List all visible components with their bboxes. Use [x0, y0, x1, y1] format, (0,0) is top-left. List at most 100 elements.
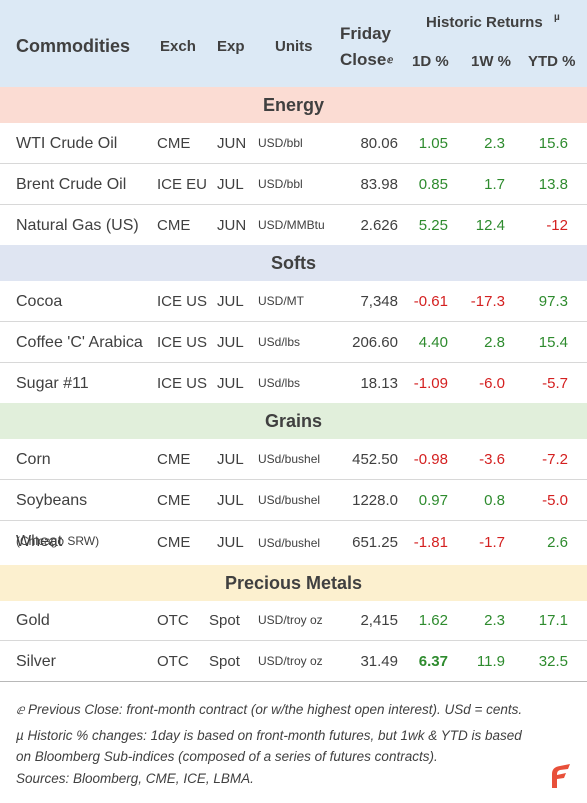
return-1d: 1.62	[418, 612, 448, 629]
expiry: JUL	[217, 375, 244, 392]
return-1w: 1.7	[484, 176, 505, 193]
units: USd/bushel	[258, 452, 321, 466]
units: USd/lbs	[258, 376, 301, 390]
exchange: CME	[157, 451, 191, 468]
exchange: OTC	[157, 612, 189, 629]
header-commodities: Commodities	[16, 36, 131, 56]
exchange: OTC	[157, 653, 189, 670]
return-1w: 12.4	[475, 217, 505, 234]
table-row: Wheat (Chicago SRW) CME JUL USd/bushel 6…	[0, 521, 587, 567]
units: USd/lbs	[258, 335, 301, 349]
return-ytd: 17.1	[538, 612, 568, 629]
expiry: JUL	[217, 534, 244, 551]
commodity-subname: (Chicago SRW)	[16, 534, 100, 548]
commodity-name: Gold	[16, 612, 50, 629]
return-1w: -6.0	[479, 375, 505, 392]
return-1w: 11.9	[476, 653, 505, 670]
friday-close: 452.50	[352, 451, 398, 468]
table-row: Coffee 'C' Arabica ICE US JUL USd/lbs 20…	[0, 322, 587, 363]
header-units: Units	[275, 38, 313, 55]
commodity-name: Natural Gas (US)	[16, 217, 139, 234]
commodity-name: Soybeans	[16, 492, 88, 509]
exchange: ICE US	[157, 293, 208, 310]
section-grains-label: Grains	[264, 411, 323, 431]
commodity-name: Sugar #11	[16, 375, 89, 392]
exchange: CME	[157, 492, 191, 509]
table-header: Commodities Exch Exp Units Friday Close …	[0, 0, 587, 87]
header-historic-mark: µ	[554, 12, 560, 23]
friday-close: 2,415	[360, 612, 398, 629]
expiry: JUL	[217, 293, 244, 310]
return-1d: 0.97	[418, 492, 448, 509]
friday-close: 1228.0	[352, 492, 398, 509]
brand-logo-icon	[552, 764, 570, 788]
units: USd/bushel	[258, 493, 321, 507]
return-ytd: -12	[546, 217, 568, 234]
section-softs-label: Softs	[271, 253, 316, 273]
exchange: ICE US	[157, 334, 208, 351]
expiry: JUL	[217, 451, 244, 468]
exchange: CME	[157, 135, 191, 152]
exchange: CME	[157, 534, 191, 551]
footnote-historic-line1: µ Historic % changes: 1day is based on f…	[16, 728, 522, 743]
footnote-historic-line2: on Bloomberg Sub-indices (composed of a …	[16, 749, 438, 764]
table-row: Natural Gas (US) CME JUN USD/MMBtu 2.626…	[0, 205, 587, 246]
expiry: JUN	[217, 217, 247, 234]
units: USD/bbl	[258, 177, 303, 191]
expiry: JUL	[217, 492, 244, 509]
commodity-name: Coffee 'C' Arabica	[16, 334, 143, 351]
header-1w: 1W %	[471, 53, 512, 70]
commodity-name: Silver	[16, 653, 57, 670]
header-exch: Exch	[160, 38, 196, 55]
return-ytd: 15.6	[538, 135, 568, 152]
return-ytd: -7.2	[542, 451, 568, 468]
footnote-sources: Sources: Bloomberg, CME, ICE, LBMA.	[16, 771, 254, 786]
return-1w: -17.3	[470, 293, 505, 310]
friday-close: 651.25	[352, 534, 398, 551]
friday-close: 18.13	[360, 375, 398, 392]
friday-close: 80.06	[360, 135, 398, 152]
commodity-name: Corn	[16, 451, 51, 468]
friday-close: 7,348	[360, 293, 398, 310]
exchange: ICE EU	[157, 176, 208, 193]
return-ytd: 13.8	[538, 176, 568, 193]
header-ytd: YTD %	[528, 53, 576, 70]
return-ytd: 2.6	[547, 534, 568, 551]
return-1d: -0.61	[413, 293, 448, 310]
return-1w: 0.8	[484, 492, 505, 509]
units: USD/MMBtu	[258, 218, 325, 232]
return-ytd: -5.0	[542, 492, 568, 509]
return-1d: 1.05	[418, 135, 448, 152]
expiry: JUL	[217, 176, 244, 193]
friday-close: 2.626	[360, 217, 398, 234]
header-1d: 1D %	[412, 53, 449, 70]
header-close: Close	[340, 50, 387, 69]
return-1d: 0.85	[418, 176, 448, 193]
header-friday: Friday	[340, 24, 392, 43]
table-row: Corn CME JUL USd/bushel 452.50 -0.98 -3.…	[0, 439, 587, 480]
expiry: JUN	[217, 135, 247, 152]
return-1w: 2.3	[484, 135, 505, 152]
section-energy: Energy	[0, 87, 587, 123]
units: USD/troy oz	[258, 654, 323, 668]
return-1d: -0.98	[413, 451, 448, 468]
table-row: Gold OTC Spot USD/troy oz 2,415 1.62 2.3…	[0, 600, 587, 641]
return-1d: -1.09	[413, 375, 448, 392]
units: USD/MT	[258, 294, 304, 308]
table-row: Brent Crude Oil ICE EU JUL USD/bbl 83.98…	[0, 164, 587, 205]
return-1w: 2.3	[484, 612, 505, 629]
expiry: Spot	[209, 612, 240, 629]
return-1d: 4.40	[418, 334, 448, 351]
header-historic: Historic Returns	[426, 14, 543, 31]
section-softs: Softs	[0, 245, 587, 281]
section-energy-label: Energy	[262, 95, 325, 115]
expiry: JUL	[217, 334, 244, 351]
section-precious-metals-label: Precious Metals	[224, 573, 363, 593]
return-1d: 5.25	[418, 217, 448, 234]
expiry: Spot	[209, 653, 240, 670]
return-ytd: 15.4	[538, 334, 568, 351]
return-ytd: 32.5	[538, 653, 568, 670]
units: USD/troy oz	[258, 613, 323, 627]
return-1w: -3.6	[479, 451, 505, 468]
units: USD/bbl	[258, 136, 303, 150]
